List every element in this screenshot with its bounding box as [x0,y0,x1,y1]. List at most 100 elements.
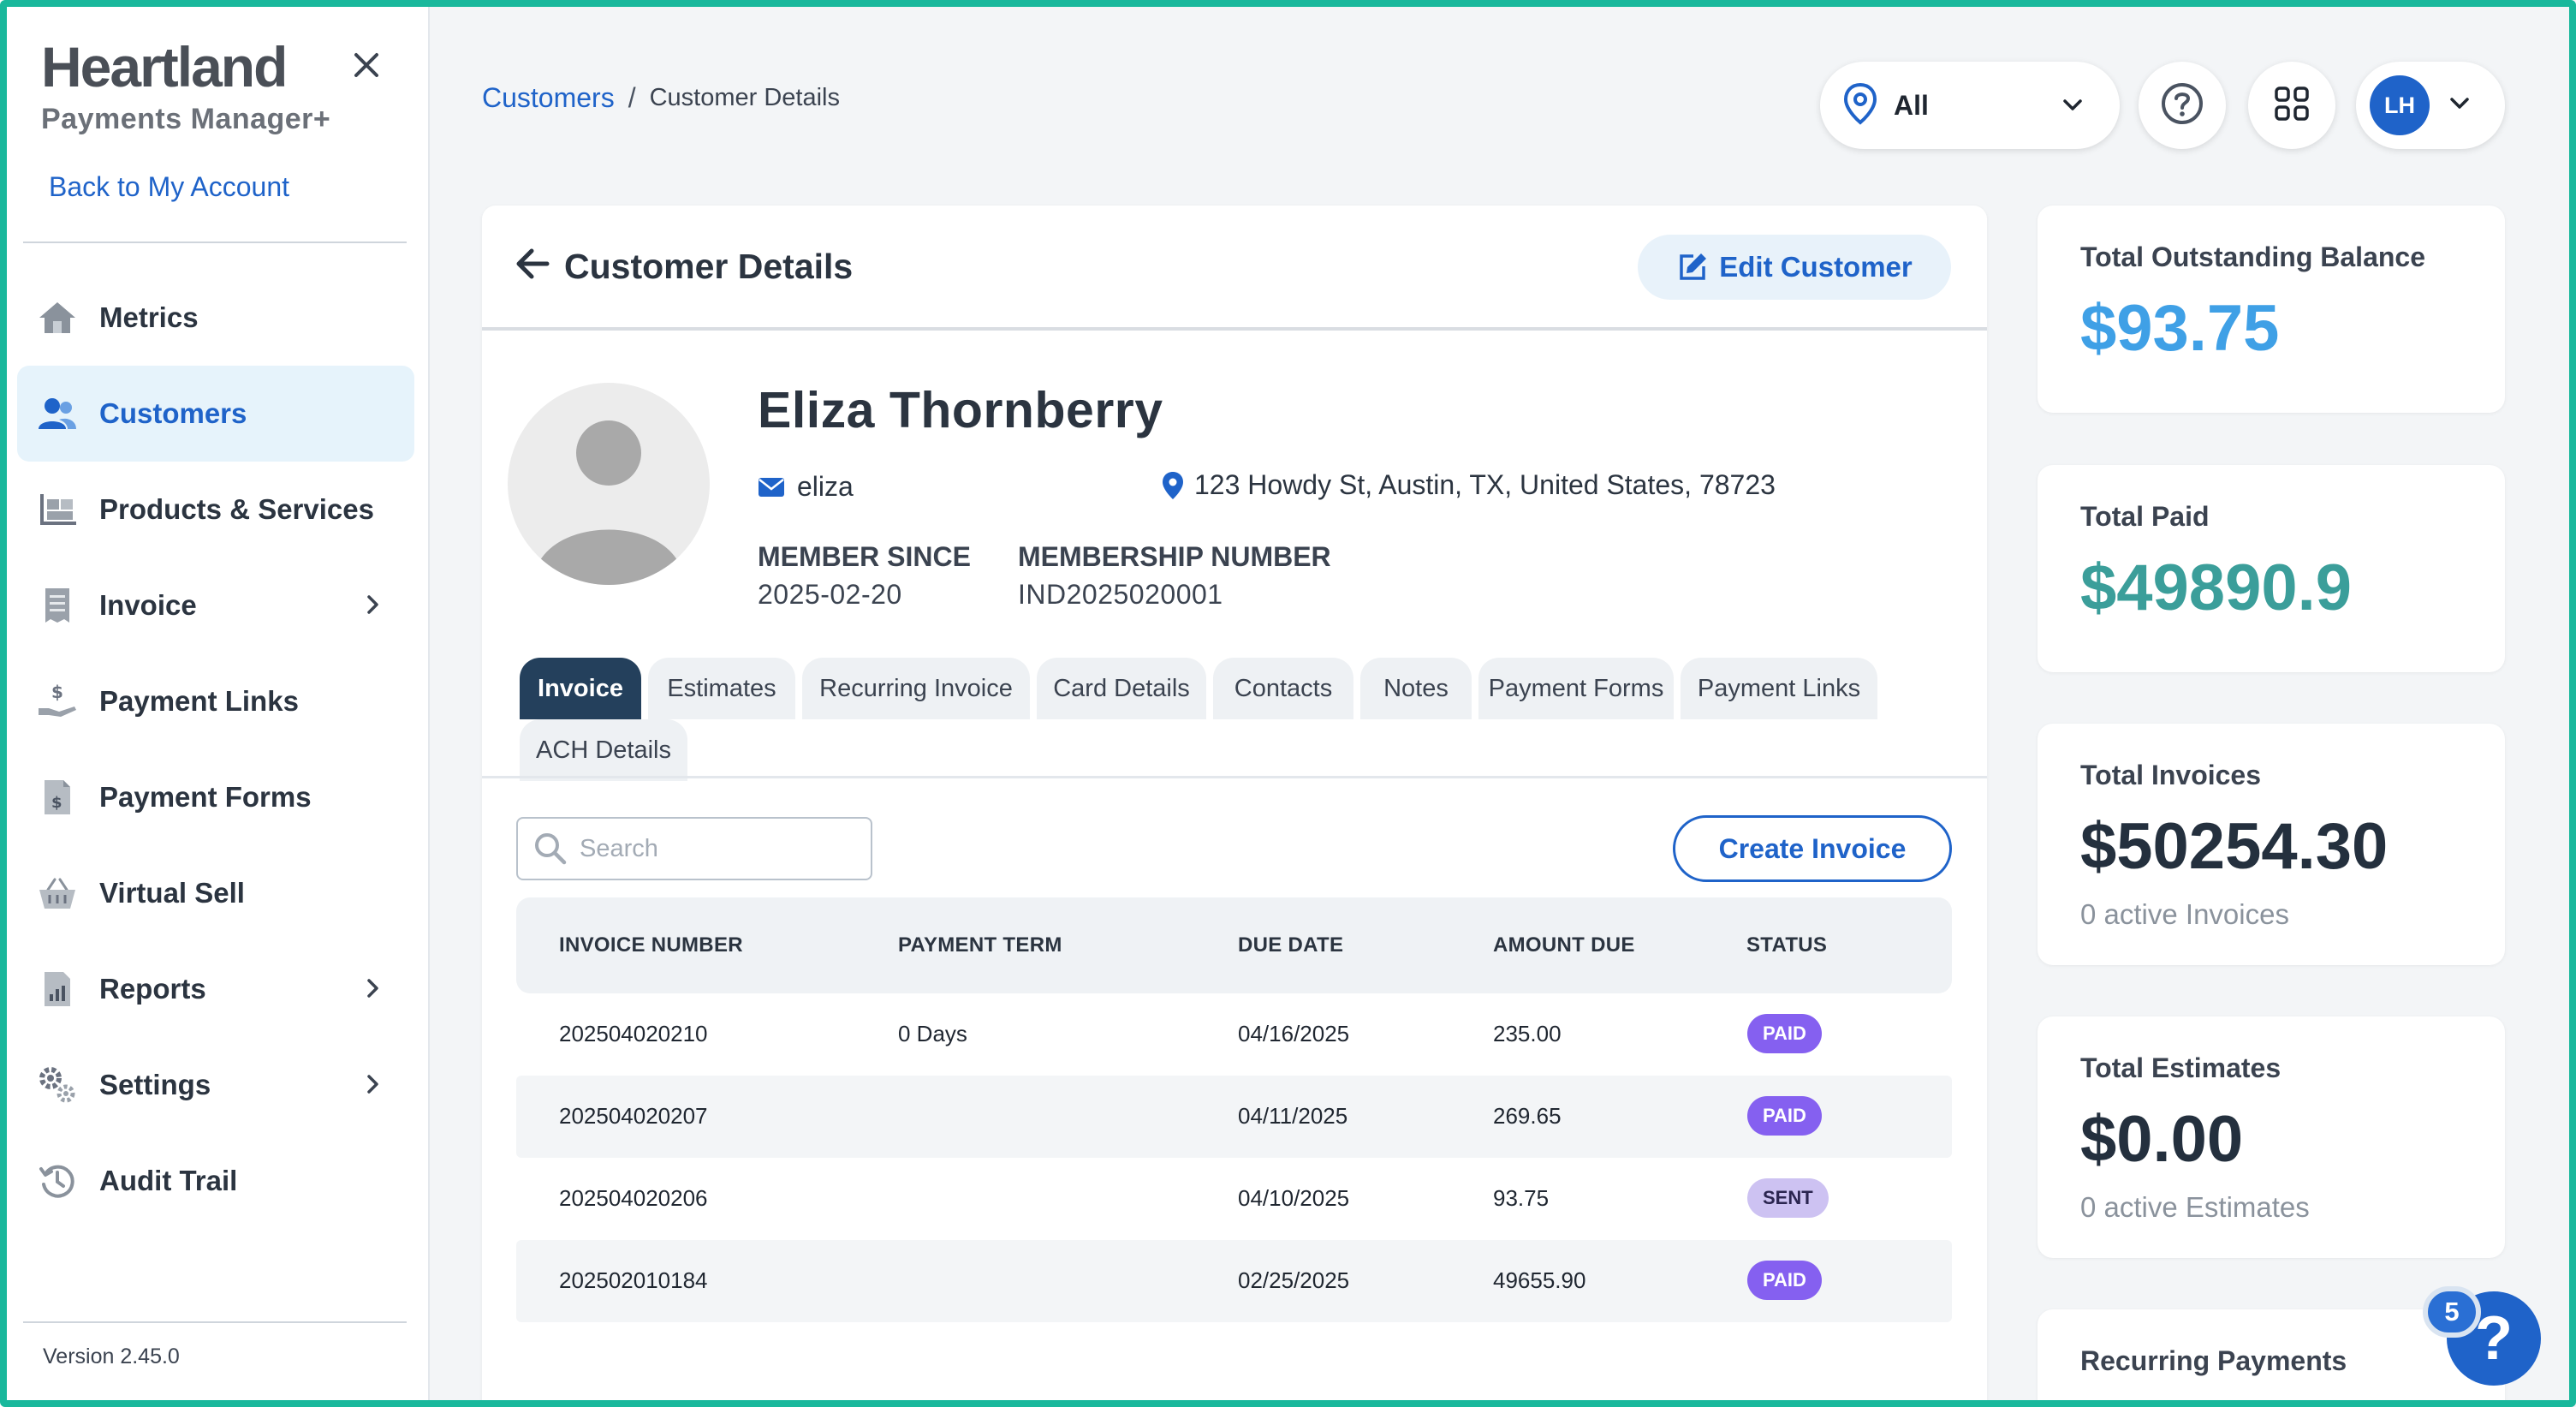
table-row[interactable]: 202504020207 04/11/2025 269.65 PAID [516,1076,1952,1158]
avatar: LH [2370,75,2430,135]
search-field[interactable] [516,817,872,880]
membership-number-label: MEMBERSHIP NUMBER [1018,541,1331,573]
sidebar-item-label: Customers [99,397,247,430]
help-notification-count: 5 [2423,1286,2481,1338]
breadcrumb-customers-link[interactable]: Customers [482,82,615,114]
stat-value: $93.75 [2080,291,2279,366]
sidebar-item-payment-links[interactable]: $ Payment Links [17,653,414,749]
user-menu-button[interactable]: LH [2356,62,2505,149]
tab-card-details[interactable]: Card Details [1037,658,1206,719]
due-date-cell: 04/11/2025 [1238,1103,1347,1130]
sidebar-item-metrics[interactable]: Metrics [17,270,414,366]
stat-card-paid: Total Paid $49890.9 [2038,465,2505,672]
sidebar-item-label: Payment Links [99,685,299,718]
tab-contacts[interactable]: Contacts [1213,658,1353,719]
payment-term-cell: 0 Days [898,1021,967,1047]
hand-dollar-icon: $ [36,680,79,723]
tab-payment-links[interactable]: Payment Links [1681,658,1877,719]
brand-subtitle: Payments Manager+ [41,103,330,136]
location-select[interactable]: All [1820,62,2120,149]
column-header-invoice-number[interactable]: INVOICE NUMBER [559,933,743,957]
chevron-down-icon [2447,91,2472,121]
envelope-icon [758,476,785,498]
sidebar-item-label: Products & Services [99,493,374,526]
breadcrumb-separator: / [628,82,636,114]
sidebar-divider [23,1321,407,1323]
sidebar-item-label: Virtual Sell [99,877,245,909]
create-invoice-button[interactable]: Create Invoice [1673,815,1952,882]
sidebar-item-audit-trail[interactable]: Audit Trail [17,1133,414,1229]
stat-value: $0.00 [2080,1102,2243,1177]
sidebar-item-payment-forms[interactable]: $ Payment Forms [17,749,414,845]
sidebar-item-reports[interactable]: Reports [17,941,414,1037]
receipt-icon [36,584,79,627]
sidebar-item-label: Reports [99,973,206,1005]
member-since-label: MEMBER SINCE [758,541,971,573]
sidebar-item-label: Metrics [99,301,199,334]
back-to-account-link[interactable]: Back to My Account [49,171,289,203]
invoice-number-cell: 202504020207 [559,1103,708,1130]
search-icon [533,832,568,866]
customer-details-card: Customer Details Edit Customer Eliza Tho… [482,206,1987,1407]
due-date-cell: 04/10/2025 [1238,1185,1349,1212]
column-header-amount-due[interactable]: AMOUNT DUE [1493,933,1635,957]
column-header-status[interactable]: STATUS [1746,933,1827,957]
tab-recurring-invoice[interactable]: Recurring Invoice [802,658,1030,719]
column-header-due-date[interactable]: DUE DATE [1238,933,1343,957]
amount-due-cell: 269.65 [1493,1103,1562,1130]
status-badge: SENT [1747,1178,1829,1218]
stat-label: Total Paid [2080,501,2210,533]
amount-due-cell: 235.00 [1493,1021,1562,1047]
app-grid-button[interactable] [2248,62,2335,149]
back-arrow-icon[interactable] [515,247,550,285]
invoice-number-cell: 202504020206 [559,1185,708,1212]
help-button[interactable] [2139,62,2226,149]
customer-avatar [508,383,710,585]
stat-label: Total Invoices [2080,760,2261,791]
map-pin-icon [1842,82,1878,129]
table-row[interactable]: 202504020206 04/10/2025 93.75 SENT [516,1158,1952,1240]
invoice-number-cell: 202502010184 [559,1267,708,1294]
sidebar-divider [23,241,407,243]
sidebar-item-products-services[interactable]: Products & Services [17,462,414,557]
edit-customer-label: Edit Customer [1719,251,1913,283]
invoice-table: INVOICE NUMBER PAYMENT TERM DUE DATE AMO… [516,897,1952,1322]
home-icon [36,296,79,339]
tab-ach-details[interactable]: ACH Details [520,719,687,781]
search-input[interactable] [580,835,854,863]
stat-label: Recurring Payments [2080,1345,2347,1377]
tab-estimates[interactable]: Estimates [648,658,795,719]
sidebar-item-invoice[interactable]: Invoice [17,557,414,653]
history-icon [36,1160,79,1202]
stat-value: $50254.30 [2080,809,2388,884]
tab-invoice[interactable]: Invoice [520,658,641,719]
sidebar-item-label: Settings [99,1069,211,1101]
table-row[interactable]: 202502010184 02/25/2025 49655.90 PAID [516,1240,1952,1322]
customer-name: Eliza Thornberry [758,381,1163,439]
customer-address: 123 Howdy St, Austin, TX, United States,… [1162,469,1776,501]
location-select-value: All [1894,90,1929,122]
column-header-payment-term[interactable]: PAYMENT TERM [898,933,1062,957]
table-row[interactable]: 202504020210 0 Days 04/16/2025 235.00 PA… [516,993,1952,1076]
sidebar-item-label: Audit Trail [99,1165,237,1197]
users-icon [36,392,79,435]
breadcrumb-current: Customer Details [650,84,840,112]
status-badge: PAID [1747,1014,1822,1053]
due-date-cell: 04/16/2025 [1238,1021,1349,1047]
due-date-cell: 02/25/2025 [1238,1267,1349,1294]
breadcrumb: Customers / Customer Details [482,82,840,114]
sidebar-item-settings[interactable]: Settings [17,1037,414,1133]
close-sidebar-icon[interactable] [346,45,387,86]
status-badge: PAID [1747,1261,1822,1300]
chevron-right-icon [360,975,385,1001]
edit-customer-button[interactable]: Edit Customer [1638,235,1951,300]
stat-label: Total Outstanding Balance [2080,241,2425,273]
tab-payment-forms[interactable]: Payment Forms [1478,658,1674,719]
sidebar-item-customers[interactable]: Customers [17,366,414,462]
tab-notes[interactable]: Notes [1360,658,1472,719]
amount-due-cell: 49655.90 [1493,1267,1585,1294]
customer-email: eliza [758,471,854,503]
sidebar-item-virtual-sell[interactable]: Virtual Sell [17,845,414,941]
card-header: Customer Details Edit Customer [482,206,1987,331]
brand-logo: Heartland Payments Manager+ [41,33,330,136]
